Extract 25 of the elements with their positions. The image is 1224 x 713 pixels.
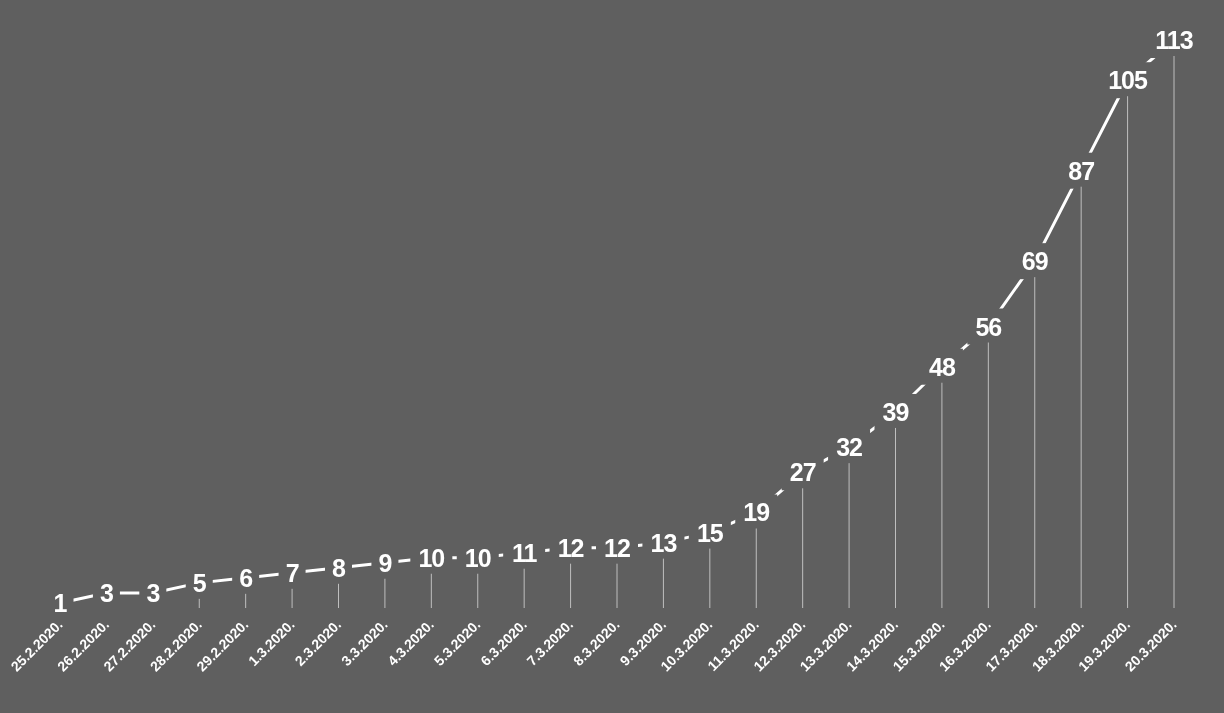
data-label: 8	[332, 553, 347, 582]
data-label: 7	[285, 558, 299, 587]
data-label: 27	[789, 458, 816, 487]
data-label: 9	[378, 548, 392, 577]
data-label: 1	[53, 588, 68, 617]
data-label: 56	[975, 312, 1002, 341]
data-label: 69	[1021, 247, 1048, 276]
data-label: 11	[511, 538, 538, 567]
data-label: 32	[836, 433, 863, 462]
data-label: 19	[743, 498, 770, 527]
data-label: 48	[929, 352, 956, 381]
data-label: 87	[1068, 156, 1095, 185]
data-label: 15	[696, 518, 724, 547]
data-label: 3	[99, 578, 113, 607]
data-label: 13	[650, 528, 677, 557]
data-label: 113	[1155, 26, 1193, 54]
data-label: 12	[604, 533, 630, 562]
data-label: 105	[1108, 66, 1149, 95]
data-label: 6	[239, 563, 253, 592]
data-label: 5	[192, 568, 207, 597]
data-label: 39	[882, 397, 909, 426]
data-label: 10	[418, 543, 445, 572]
data-label: 10	[464, 543, 491, 572]
data-label: 3	[146, 578, 160, 607]
data-label: 12	[557, 533, 584, 562]
